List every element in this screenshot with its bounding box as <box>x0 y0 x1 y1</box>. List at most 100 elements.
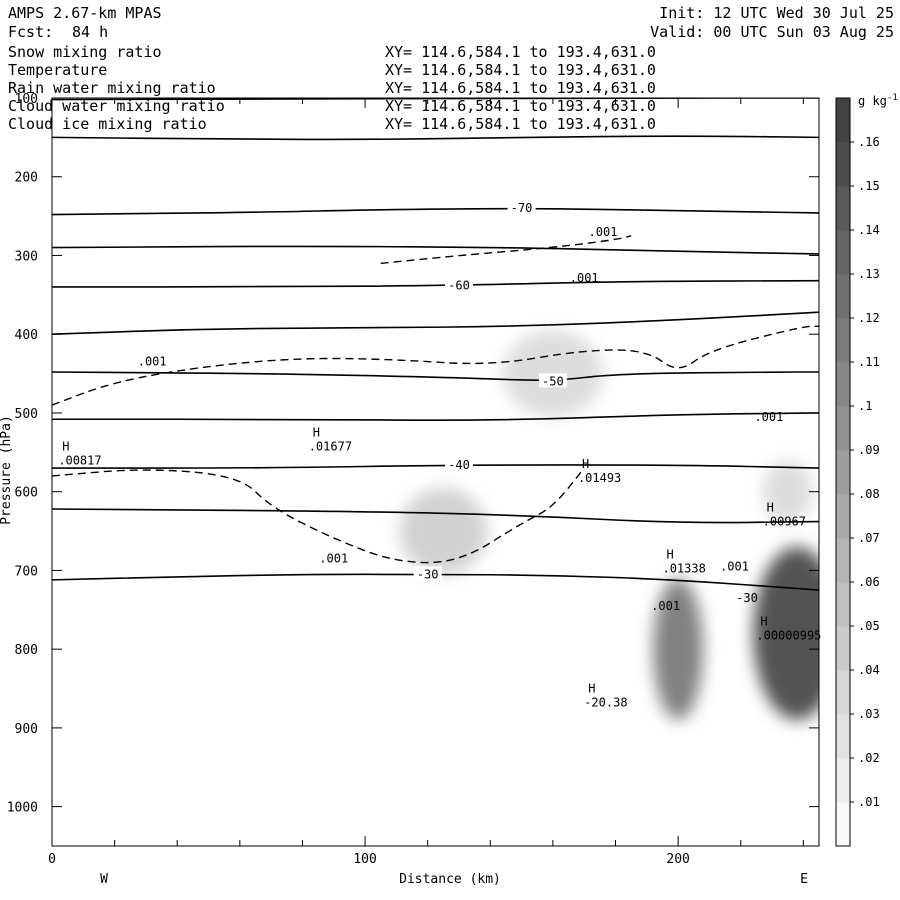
valid-time: Valid: 00 UTC Sun 03 Aug 25 <box>650 23 894 41</box>
colorbar-swatch <box>836 186 850 231</box>
colorbar-unit-sup: -1 <box>887 93 898 103</box>
high-marker: H <box>666 548 673 562</box>
colorbar-label: .13 <box>858 267 880 281</box>
isotherm-label-bg <box>538 373 567 388</box>
field-name: Rain water mixing ratio <box>8 79 216 97</box>
field-name: Temperature <box>8 61 107 79</box>
y-tick-label: 800 <box>15 643 38 658</box>
isotherm-label-bg <box>444 277 473 292</box>
field-range: XY= 114.6,584.1 to 193.4,631.0 <box>385 115 656 133</box>
contour-label: .001 <box>589 225 618 239</box>
colorbar-swatch <box>836 274 850 319</box>
high-value: .01677 <box>309 440 352 454</box>
y-tick-label: 700 <box>15 564 38 579</box>
colorbar-unit-text: g kg <box>858 94 887 108</box>
colorbar-swatch <box>836 142 850 187</box>
colorbar-label: .05 <box>858 619 880 633</box>
contour-label: .001 <box>138 355 167 369</box>
y-tick-label: 500 <box>15 407 38 422</box>
y-tick-label: 400 <box>15 328 38 343</box>
contour-label: .001 <box>570 271 599 285</box>
y-tick-label: 100 <box>15 92 38 107</box>
field-legend: Snow mixing ratio XY= 114.6,584.1 to 193.… <box>8 43 656 133</box>
colorbar-label: .02 <box>858 751 880 765</box>
colorbar-label: .14 <box>858 223 880 237</box>
isotherm-label-bg <box>444 456 473 471</box>
isotherm-label: -50 <box>542 374 564 388</box>
colorbar-label: .03 <box>858 707 880 721</box>
x-tick-label: 100 <box>353 852 376 867</box>
colorbar-swatch <box>836 494 850 539</box>
ice-contour-line <box>380 235 632 265</box>
contour-label: .001 <box>651 599 680 613</box>
contour-label: .001 <box>720 559 749 573</box>
field-name: Cloud water mixing ratio <box>8 97 225 115</box>
isotherm-line <box>52 371 819 381</box>
isotherm-label: -70 <box>511 201 533 215</box>
y-axis: 100 200 300 400 500 600 700 800 900 1000 <box>7 92 819 816</box>
colorbar-label: .12 <box>858 311 880 325</box>
colorbar-frame <box>835 97 851 847</box>
ice-contours <box>52 235 819 564</box>
colorbar-swatch <box>836 538 850 583</box>
high-value: .01338 <box>662 562 705 576</box>
y-tick-label: 1000 <box>7 801 38 816</box>
isotherm-label: -60 <box>448 278 470 292</box>
colorbar-unit: g kg-1 <box>858 93 898 108</box>
high-marker: H <box>62 440 69 454</box>
colorbar-label: .11 <box>858 355 880 369</box>
colorbar-swatch <box>836 670 850 715</box>
shaded-blob <box>762 460 813 524</box>
colorbar-label: .08 <box>858 487 880 501</box>
colorbar-swatch <box>836 802 850 847</box>
forecast-label: Fcst: <box>8 23 53 41</box>
x-tick-label: 200 <box>666 852 689 867</box>
mixing-ratio-shading <box>399 330 819 721</box>
contour-labels: -70 -60 -50 -40 -30 .001 .001 .001 .001 .001 .001.… <box>58 200 821 709</box>
plot-frame <box>51 97 820 847</box>
colorbar-swatch <box>836 714 850 759</box>
x-tick-label: 0 <box>48 852 56 867</box>
y-tick-label: 300 <box>15 249 38 264</box>
contour-label: .001 <box>754 410 783 424</box>
contour-label: -30 <box>736 591 758 605</box>
high-marker: H <box>582 457 589 471</box>
x-axis-label: Distance (km) <box>399 872 501 887</box>
isotherm-line <box>52 135 819 141</box>
isotherm-line <box>52 207 819 216</box>
colorbar: .01 .02 .03 .04 .05 .06 .07 .08 .09 .1 .11 .12 .13 .1… <box>835 97 880 847</box>
colorbar-swatch <box>836 406 850 451</box>
y-tick-label: 200 <box>15 171 38 186</box>
forecast-value: 84 h <box>72 23 108 41</box>
field-range: XY= 114.6,584.1 to 193.4,631.0 <box>385 61 656 79</box>
isotherm-label: -30 <box>417 567 439 581</box>
contour-label: .001 <box>319 552 348 566</box>
ice-contour-line <box>52 467 585 564</box>
high-value: -20.38 <box>584 695 627 709</box>
y-axis-label: Pressure (hPa) <box>0 415 14 525</box>
high-value: .00817 <box>58 454 101 468</box>
isotherm-label-bg <box>507 200 536 215</box>
colorbar-label: .07 <box>858 531 880 545</box>
colorbar-label: .1 <box>858 399 872 413</box>
west-label: W <box>100 872 108 887</box>
colorbar-swatch <box>836 362 850 407</box>
colorbar-swatch <box>836 758 850 803</box>
colorbar-swatch <box>836 98 850 143</box>
isotherm-line <box>52 464 819 469</box>
y-tick-label: 900 <box>15 722 38 737</box>
ice-contour-line <box>52 325 819 406</box>
isotherm-line <box>52 279 819 288</box>
colorbar-swatch <box>836 626 850 671</box>
high-marker: H <box>313 426 320 440</box>
model-title: AMPS 2.67-km MPAS <box>8 4 162 22</box>
isotherm-line <box>52 245 819 255</box>
field-range: XY= 114.6,584.1 to 193.4,631.0 <box>385 97 656 115</box>
colorbar-label: .01 <box>858 795 880 809</box>
field-name: Snow mixing ratio <box>8 43 162 61</box>
shaded-blob <box>653 578 704 721</box>
x-axis: 0 100 200 <box>48 98 804 867</box>
high-value: .01493 <box>578 471 621 485</box>
colorbar-label: .15 <box>858 179 880 193</box>
